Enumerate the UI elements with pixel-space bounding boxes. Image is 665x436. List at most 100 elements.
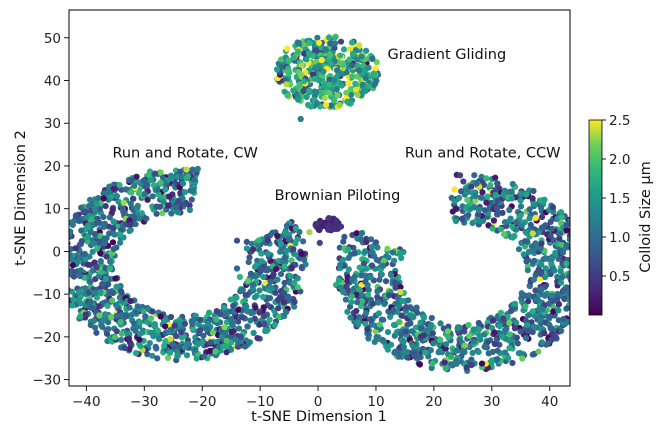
scatter-point [571, 317, 577, 323]
scatter-point [476, 218, 483, 225]
scatter-point [529, 351, 536, 358]
scatter-point [165, 202, 172, 209]
scatter-point [580, 294, 586, 300]
scatter-point [453, 347, 460, 354]
scatter-point [578, 258, 584, 264]
scatter-point [336, 101, 343, 108]
scatter-point [347, 86, 354, 93]
scatter-point [69, 221, 76, 228]
scatter-point [298, 264, 305, 271]
scatter-point [76, 288, 83, 296]
scatter-point [230, 302, 237, 309]
scatter-point [578, 246, 584, 252]
scatter-point [171, 322, 178, 329]
scatter-point [471, 172, 478, 179]
scatter-point [522, 238, 529, 245]
scatter-point [117, 318, 124, 325]
scatter-point [347, 314, 354, 321]
scatter-point [547, 325, 555, 332]
scatter-point [513, 319, 520, 326]
x-tick-label: −20 [188, 394, 217, 410]
scatter-point [367, 316, 375, 324]
scatter-point [362, 272, 369, 279]
scatter-point [69, 256, 76, 263]
scatter-point [320, 68, 327, 75]
scatter-point [97, 289, 104, 296]
scatter-point [368, 244, 375, 251]
scatter-point [580, 250, 586, 256]
scatter-point [228, 328, 235, 335]
scatter-point [398, 312, 405, 319]
scatter-point [190, 325, 197, 332]
scatter-point [456, 194, 463, 202]
x-tick-label: 40 [541, 394, 558, 410]
scatter-point [78, 204, 85, 211]
cluster-annotations: Gradient Gliding Run and Rotate, CW Run an… [112, 47, 560, 204]
scatter-point [272, 289, 279, 296]
scatter-point [135, 190, 143, 197]
scatter-point [318, 57, 325, 64]
scatter-point [296, 81, 303, 88]
scatter-point [517, 197, 524, 204]
scatter-point [326, 90, 333, 97]
scatter-point [87, 278, 94, 285]
scatter-point [501, 219, 509, 226]
scatter-point [316, 39, 323, 46]
scatter-point [209, 329, 216, 336]
scatter-point [499, 209, 506, 216]
scatter-point [316, 239, 323, 246]
scatter-point [515, 246, 523, 253]
scatter-point [92, 290, 99, 297]
scatter-point [357, 291, 364, 298]
scatter-point [523, 191, 530, 198]
scatter-point [374, 244, 381, 251]
scatter-point [71, 269, 78, 276]
scatter-point [576, 244, 582, 250]
scatter-point [581, 250, 587, 256]
y-tick-label: 40 [44, 74, 61, 90]
scatter-point [69, 302, 76, 309]
scatter-point [95, 303, 102, 310]
scatter-point [91, 206, 99, 213]
scatter-point [311, 75, 318, 82]
scatter-point [384, 245, 391, 252]
scatter-point [62, 273, 68, 279]
scatter-point [530, 276, 538, 283]
scatter-point [85, 273, 92, 280]
scatter-point [123, 312, 130, 319]
scatter-point [538, 213, 546, 221]
x-tick-label: 0 [314, 394, 323, 410]
scatter-point [94, 215, 101, 222]
scatter-point [136, 330, 144, 337]
scatter-point [326, 51, 334, 58]
scatter-point [86, 202, 93, 209]
scatter-point [277, 271, 285, 278]
scatter-point [337, 70, 344, 77]
scatter-point [213, 316, 220, 323]
scatter-point [331, 45, 338, 52]
scatter-point [181, 201, 188, 208]
scatter-point [522, 335, 530, 342]
scatter-point [290, 54, 297, 61]
scatter-point [531, 257, 538, 264]
scatter-point [505, 355, 512, 362]
scatter-point [469, 349, 476, 356]
scatter-points [62, 33, 587, 374]
scatter-point [258, 258, 265, 265]
scatter-point [578, 262, 584, 268]
scatter-point [340, 288, 347, 295]
scatter-point [248, 240, 256, 247]
scatter-point [258, 250, 265, 257]
scatter-point [558, 241, 565, 248]
scatter-point [383, 343, 390, 350]
scatter-point [62, 273, 68, 279]
scatter-point [252, 273, 259, 280]
scatter-point [478, 360, 486, 367]
scatter-point [558, 274, 566, 281]
scatter-point [578, 236, 584, 242]
scatter-point [492, 191, 499, 198]
scatter-point [580, 282, 586, 288]
scatter-point [560, 316, 567, 323]
scatter-point [548, 256, 555, 263]
